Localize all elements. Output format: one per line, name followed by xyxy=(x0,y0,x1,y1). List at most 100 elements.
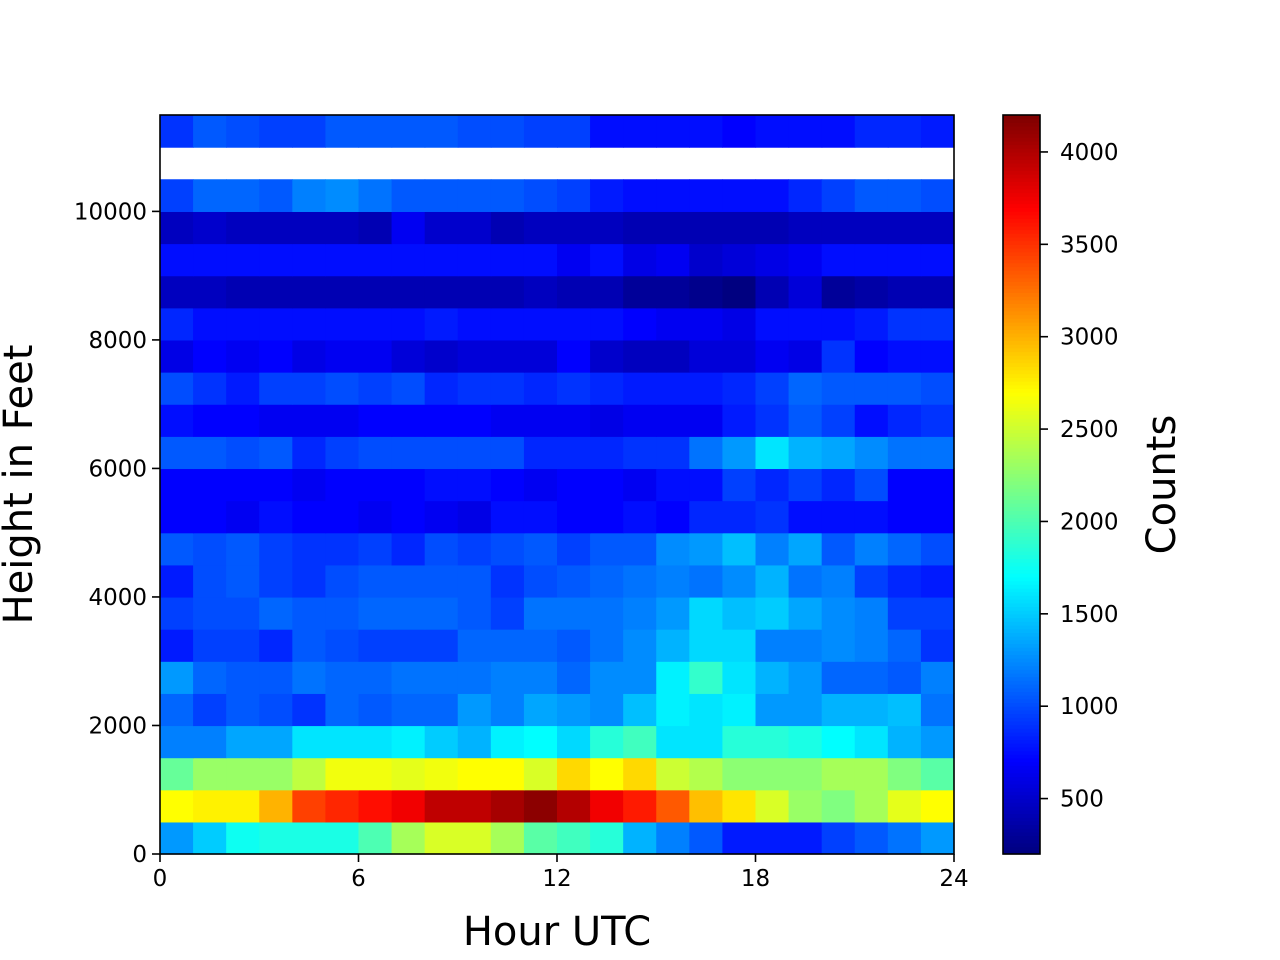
colorbar-segment xyxy=(1003,517,1040,523)
colorbar-segment xyxy=(1003,392,1040,397)
heatmap-cell xyxy=(226,211,260,245)
heatmap-cell xyxy=(887,179,922,212)
heatmap-cell xyxy=(854,211,889,245)
colorbar-segment xyxy=(1003,780,1040,785)
colorbar-segment xyxy=(1003,587,1040,593)
heatmap-cell xyxy=(358,661,393,694)
heatmap-cell xyxy=(821,436,856,470)
colorbar-tick-label: 1000 xyxy=(1060,694,1119,720)
heatmap-cell xyxy=(358,693,393,727)
heatmap-cell xyxy=(259,725,293,759)
heatmap-cell xyxy=(887,757,922,791)
colorbar-segment xyxy=(1003,835,1040,840)
heatmap-cell xyxy=(523,757,558,791)
colorbar-segment xyxy=(1003,684,1040,689)
heatmap-cell xyxy=(226,789,260,823)
heatmap-cell xyxy=(325,693,360,727)
heatmap-cell xyxy=(457,404,492,437)
heatmap-cell xyxy=(623,436,657,470)
heatmap-cell xyxy=(920,500,955,534)
heatmap-cell xyxy=(490,211,525,245)
heatmap-cell xyxy=(193,725,227,759)
heatmap-cell xyxy=(292,211,327,245)
heatmap-cell xyxy=(689,179,724,212)
heatmap-cell xyxy=(788,789,823,823)
heatmap-cell xyxy=(887,725,922,759)
colorbar-segment xyxy=(1003,528,1040,534)
colorbar-segment xyxy=(1003,698,1040,704)
heatmap-cell xyxy=(325,725,360,759)
heatmap-cell xyxy=(854,372,889,405)
heatmap-cell xyxy=(358,629,393,662)
colorbar-segment xyxy=(1003,650,1040,656)
colorbar-segment xyxy=(1003,185,1040,190)
heatmap-cell xyxy=(424,436,459,470)
heatmap-cell xyxy=(457,339,492,373)
colorbar-segment xyxy=(1003,495,1040,500)
heatmap-cell xyxy=(590,596,624,630)
heatmap-cell xyxy=(325,115,360,148)
colorbar-segment xyxy=(1003,421,1040,426)
heatmap-cell xyxy=(523,243,558,277)
heatmap-cell xyxy=(656,629,690,662)
heatmap-cell xyxy=(788,115,823,148)
heatmap-cell xyxy=(325,596,360,630)
heatmap-cell xyxy=(490,693,525,727)
colorbar-segment xyxy=(1003,665,1040,670)
heatmap-cell xyxy=(259,661,293,694)
colorbar-segment xyxy=(1003,658,1040,663)
colorbar-segment xyxy=(1003,580,1040,585)
heatmap-cell xyxy=(755,596,790,630)
heatmap-cell xyxy=(358,757,393,791)
heatmap-cell xyxy=(193,404,227,437)
heatmap-cell xyxy=(226,725,260,759)
heatmap-cell xyxy=(193,436,227,470)
heatmap-cell xyxy=(523,500,558,534)
heatmap-cell xyxy=(490,179,525,212)
heatmap-cell xyxy=(226,821,260,855)
heatmap-cell xyxy=(887,275,922,309)
colorbar-segment xyxy=(1003,709,1040,715)
heatmap-cell xyxy=(755,468,790,502)
heatmap-cell xyxy=(689,596,724,630)
heatmap-cell xyxy=(557,629,591,662)
heatmap-cell xyxy=(259,757,293,791)
heatmap-cell xyxy=(160,596,194,630)
heatmap-cell xyxy=(259,243,293,277)
colorbar-segment xyxy=(1003,765,1040,770)
heatmap-cell xyxy=(391,596,426,630)
heatmap-cell xyxy=(854,500,889,534)
colorbar-segment xyxy=(1003,366,1040,371)
heatmap-cell xyxy=(358,372,393,405)
colorbar-segment xyxy=(1003,569,1040,574)
heatmap-cell xyxy=(623,275,657,309)
heatmap-cell xyxy=(656,532,690,566)
heatmap-cell xyxy=(590,500,624,534)
heatmap-cell xyxy=(424,789,459,823)
colorbar-segment xyxy=(1003,255,1040,260)
heatmap-cell xyxy=(722,629,757,662)
heatmap-cell xyxy=(722,307,757,341)
heatmap-cell xyxy=(920,725,955,759)
heatmap-cell xyxy=(722,596,757,630)
heatmap-cell xyxy=(523,211,558,245)
colorbar-segment xyxy=(1003,562,1040,567)
heatmap-cell xyxy=(689,757,724,791)
heatmap-cell xyxy=(887,596,922,630)
heatmap-cell xyxy=(821,243,856,277)
heatmap-cell xyxy=(920,596,955,630)
heatmap-cell xyxy=(457,468,492,502)
heatmap-cell xyxy=(259,436,293,470)
colorbar-segment xyxy=(1003,532,1040,537)
heatmap-cell xyxy=(557,500,591,534)
heatmap-cell xyxy=(193,115,227,148)
colorbar-segment xyxy=(1003,273,1040,279)
colorbar-segment xyxy=(1003,447,1040,452)
heatmap-cell xyxy=(391,179,426,212)
heatmap-cell xyxy=(391,372,426,405)
heatmap-cell xyxy=(854,725,889,759)
colorbar-segment xyxy=(1003,159,1040,164)
colorbar-segment xyxy=(1003,839,1040,844)
heatmap-cell xyxy=(325,821,360,855)
